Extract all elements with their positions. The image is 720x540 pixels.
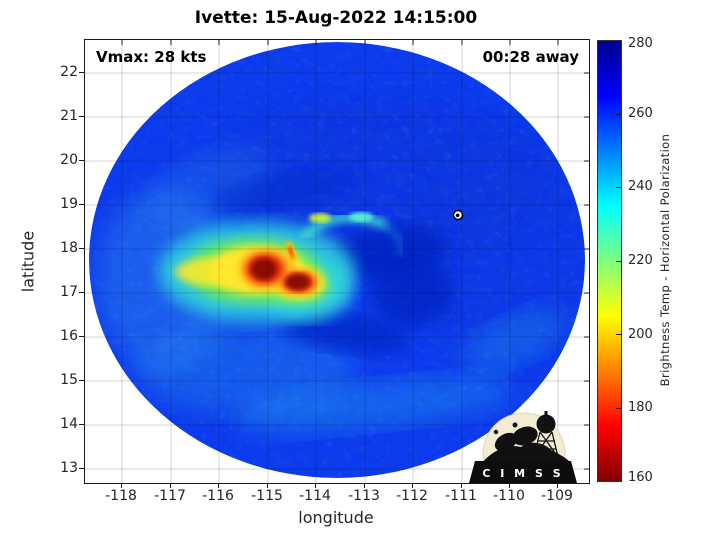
y-tick-label: 20 [60,152,78,168]
x-tick-mark [509,483,510,488]
logo-ground [481,442,572,464]
y-tick-label: 18 [60,240,78,256]
x-tick-mark [461,483,462,488]
colorbar-tick-mark [616,334,621,335]
y-axis-label: latitude [18,230,38,293]
y-tick-label: 15 [60,372,78,388]
y-tick-mark [79,204,84,205]
y-tick-label: 16 [60,328,78,344]
x-tick-mark [121,483,122,488]
colorbar-tick-mark [616,114,621,115]
x-tick-label: -117 [154,488,186,504]
colorbar-tick-label: 280 [628,36,653,51]
x-tick-mark [170,483,171,488]
colorbar [597,40,622,482]
plot-title: Ivette: 15-Aug-2022 14:15:00 [194,8,478,28]
x-tick-label: -109 [541,488,573,504]
storm-center-marker [452,209,464,221]
x-tick-label: -118 [105,488,137,504]
deep-convection-core-east [286,274,310,290]
deep-convection-complex [159,222,355,322]
annotation-eta: 00:28 away [482,48,579,66]
y-tick-mark [79,248,84,249]
colorbar-tick-label: 260 [628,106,653,121]
logo-banner [469,461,577,483]
convective-arc [300,212,405,257]
x-tick-label: -112 [396,488,428,504]
x-tick-label: -111 [445,488,477,504]
colorbar-tick-label: 180 [628,400,653,415]
y-tick-label: 21 [60,108,78,124]
y-tick-mark [79,424,84,425]
y-tick-label: 22 [60,64,78,80]
y-tick-mark [79,292,84,293]
dry-moat [211,168,454,355]
colorbar-tick-label: 220 [628,253,653,268]
x-tick-mark [218,483,219,488]
y-tick-mark [79,336,84,337]
y-tick-label: 19 [60,196,78,212]
colorbar-tick-label: 160 [628,470,653,485]
colorbar-tick-label: 200 [628,327,653,342]
cimss-logo: C I M S S [469,411,577,483]
x-tick-label: -110 [493,488,525,504]
inner-tick-marks [121,40,589,470]
y-tick-mark [79,72,84,73]
x-tick-mark [557,483,558,488]
deep-convection-core-west [251,258,277,280]
y-tick-mark [79,116,84,117]
colorbar-tick-mark [616,408,621,409]
y-tick-label: 17 [60,284,78,300]
colorbar-label: Brightness Temp - Horizontal Polarizatio… [658,133,672,387]
x-axis-label: longitude [298,508,374,527]
x-tick-label: -114 [299,488,331,504]
colorbar-tick-mark [616,187,621,188]
annotation-vmax: Vmax: 28 kts [96,48,207,66]
plot-area: C I M S S Vmax: 28 kts 00:28 away [84,39,590,484]
x-tick-label: -115 [251,488,283,504]
x-tick-mark [364,483,365,488]
y-tick-mark [79,160,84,161]
y-tick-mark [79,380,84,381]
x-tick-mark [412,483,413,488]
colorbar-tick-label: 240 [628,179,653,194]
y-tick-label: 13 [60,460,78,476]
logo-banner-text: C I M S S [482,467,563,480]
x-tick-label: -113 [348,488,380,504]
x-tick-mark [315,483,316,488]
colorbar-tick-mark [616,261,621,262]
y-tick-mark [79,468,84,469]
x-tick-mark [267,483,268,488]
y-tick-label: 14 [60,416,78,432]
storm-image: C I M S S [85,40,589,483]
x-tick-label: -116 [202,488,234,504]
